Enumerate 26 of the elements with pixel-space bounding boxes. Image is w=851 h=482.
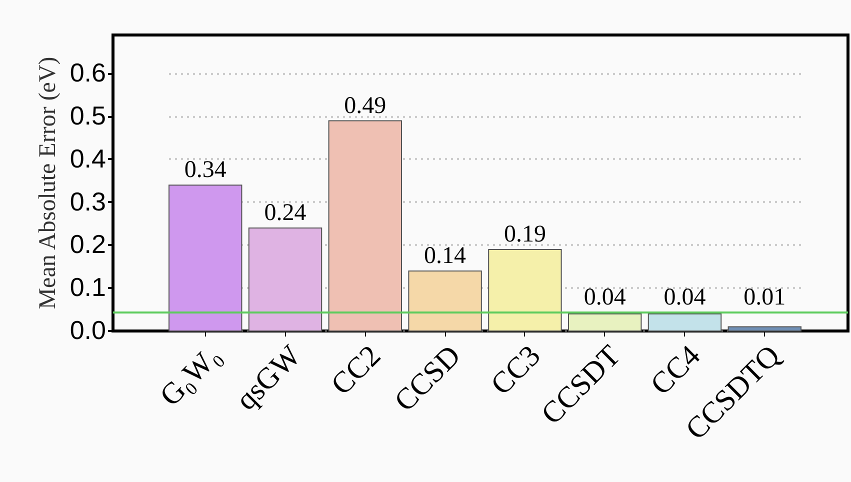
x-tick-label: CC3 <box>484 339 547 402</box>
y-tick-label: 0.4 <box>70 143 106 174</box>
y-tick-label: 0.3 <box>70 186 106 216</box>
bar <box>248 228 322 332</box>
bar <box>728 326 802 332</box>
data-label: 0.49 <box>344 92 386 119</box>
y-axis-title: Mean Absolute Error (eV) <box>34 56 61 310</box>
x-tick-label: CC2 <box>324 339 388 402</box>
y-tick-label: 0.6 <box>70 58 106 88</box>
data-label: 0.14 <box>424 242 466 269</box>
y-tick-label: 0.5 <box>70 100 106 131</box>
bar <box>408 270 482 332</box>
data-label: 0.01 <box>744 284 786 311</box>
data-label: 0.04 <box>584 284 626 311</box>
bar <box>648 313 722 332</box>
data-label: 0.04 <box>664 284 706 311</box>
bar <box>328 120 402 332</box>
bar <box>488 248 562 332</box>
bar <box>168 184 242 332</box>
y-tick-label: 0.1 <box>70 272 106 302</box>
bar <box>568 313 642 332</box>
data-label: 0.19 <box>504 221 546 248</box>
y-tick-label: 0.2 <box>70 229 106 260</box>
data-label: 0.34 <box>184 157 226 184</box>
y-tick-label: 0.0 <box>70 315 106 345</box>
data-label: 0.24 <box>264 200 306 226</box>
